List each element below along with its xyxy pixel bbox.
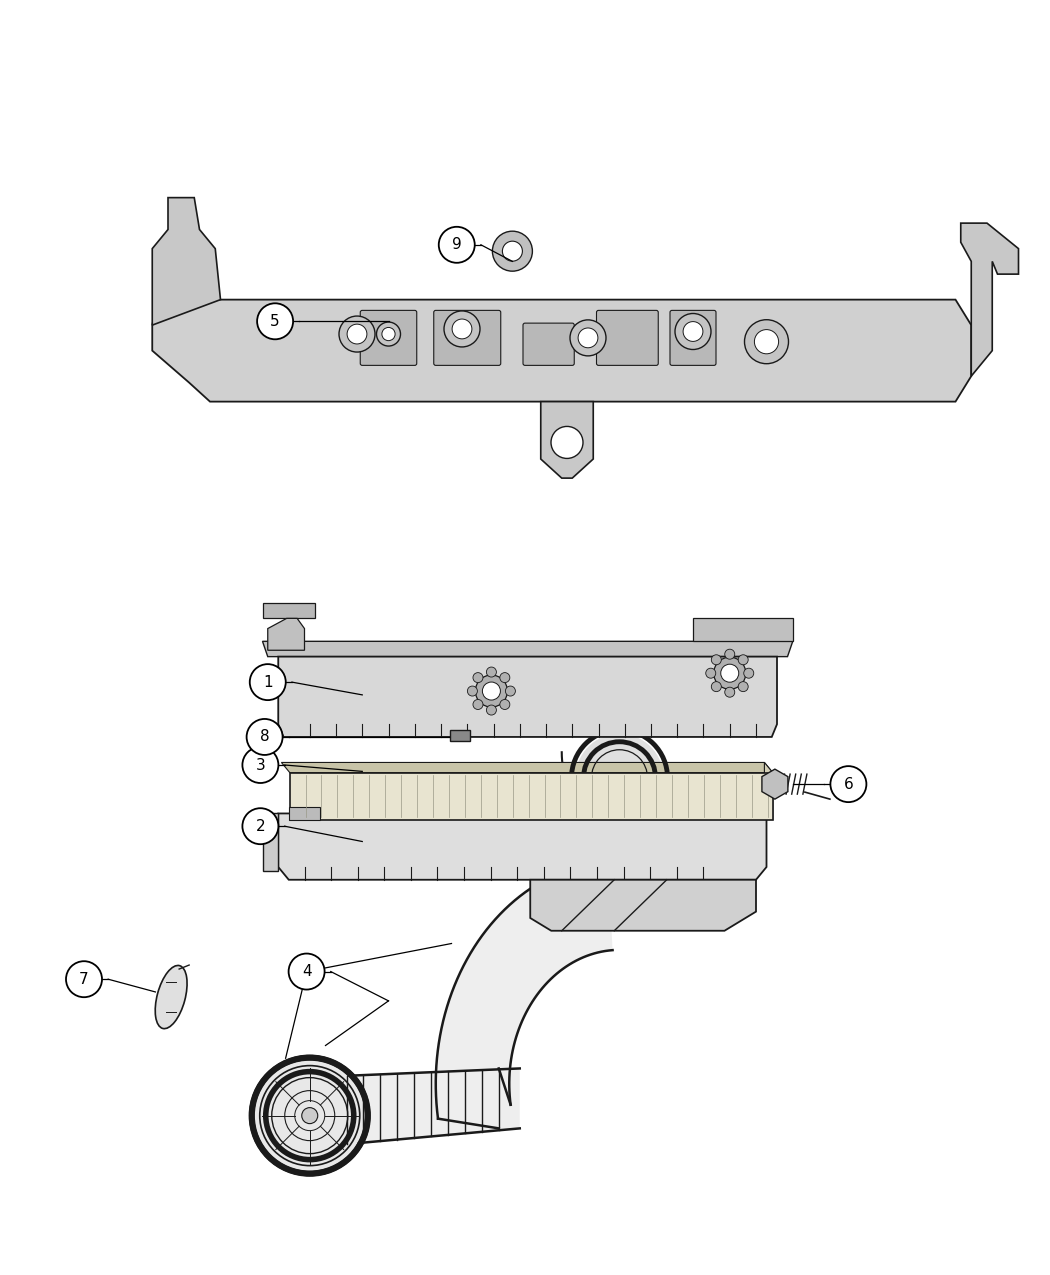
Circle shape	[255, 1061, 364, 1170]
FancyBboxPatch shape	[596, 310, 658, 366]
Polygon shape	[310, 1068, 520, 1148]
Circle shape	[551, 426, 583, 459]
Circle shape	[257, 303, 293, 339]
Circle shape	[339, 316, 375, 352]
Circle shape	[675, 314, 711, 349]
Text: 9: 9	[452, 237, 462, 252]
Circle shape	[444, 311, 480, 347]
Circle shape	[570, 320, 606, 356]
Circle shape	[482, 682, 501, 700]
Circle shape	[743, 668, 754, 678]
Circle shape	[472, 673, 483, 682]
FancyBboxPatch shape	[670, 310, 716, 366]
Circle shape	[243, 747, 278, 783]
Polygon shape	[541, 402, 593, 478]
Circle shape	[377, 323, 400, 346]
Circle shape	[754, 330, 779, 353]
Polygon shape	[289, 807, 320, 820]
Circle shape	[453, 319, 471, 339]
Circle shape	[724, 687, 735, 697]
Polygon shape	[278, 813, 766, 880]
Circle shape	[243, 808, 278, 844]
FancyBboxPatch shape	[434, 310, 501, 366]
Polygon shape	[961, 223, 1018, 376]
Circle shape	[714, 657, 745, 690]
Circle shape	[492, 231, 532, 272]
Polygon shape	[262, 641, 793, 657]
Text: 1: 1	[262, 674, 273, 690]
Polygon shape	[152, 198, 220, 325]
Circle shape	[684, 321, 702, 342]
Polygon shape	[290, 773, 773, 820]
Circle shape	[502, 241, 523, 261]
Polygon shape	[152, 300, 971, 402]
Circle shape	[505, 686, 516, 696]
Circle shape	[738, 655, 749, 664]
Text: 2: 2	[255, 819, 266, 834]
Circle shape	[348, 324, 366, 344]
Circle shape	[382, 328, 395, 340]
Circle shape	[486, 705, 497, 715]
Text: 8: 8	[259, 729, 270, 745]
Circle shape	[711, 682, 721, 691]
Circle shape	[711, 655, 721, 664]
Circle shape	[66, 961, 102, 997]
Circle shape	[575, 733, 664, 822]
FancyBboxPatch shape	[523, 323, 574, 366]
Circle shape	[486, 667, 497, 677]
Circle shape	[579, 328, 597, 348]
FancyBboxPatch shape	[449, 731, 470, 741]
Circle shape	[439, 227, 475, 263]
Circle shape	[472, 700, 483, 709]
Polygon shape	[436, 861, 612, 1118]
Ellipse shape	[155, 965, 187, 1029]
Polygon shape	[281, 762, 773, 773]
Polygon shape	[762, 769, 788, 799]
Circle shape	[467, 686, 478, 696]
Circle shape	[289, 954, 324, 989]
Text: 3: 3	[255, 757, 266, 773]
Polygon shape	[593, 784, 627, 854]
Text: 5: 5	[270, 314, 280, 329]
Circle shape	[301, 1108, 318, 1123]
Circle shape	[831, 766, 866, 802]
Polygon shape	[693, 618, 793, 641]
Circle shape	[706, 668, 716, 678]
Circle shape	[247, 719, 282, 755]
Polygon shape	[262, 813, 278, 871]
Circle shape	[738, 682, 749, 691]
Text: 4: 4	[301, 964, 312, 979]
Polygon shape	[268, 618, 304, 650]
Circle shape	[500, 700, 510, 709]
Polygon shape	[278, 657, 777, 737]
Text: 7: 7	[79, 972, 89, 987]
Circle shape	[724, 649, 735, 659]
Polygon shape	[530, 880, 756, 931]
Circle shape	[500, 673, 510, 682]
Polygon shape	[262, 603, 315, 618]
Text: 6: 6	[843, 776, 854, 792]
Circle shape	[250, 664, 286, 700]
FancyBboxPatch shape	[360, 310, 417, 366]
Circle shape	[744, 320, 789, 363]
Polygon shape	[764, 762, 773, 820]
Circle shape	[476, 674, 507, 708]
Circle shape	[720, 664, 739, 682]
